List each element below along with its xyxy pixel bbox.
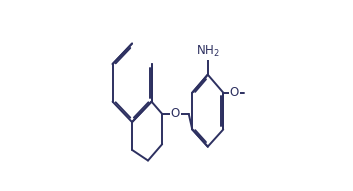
- Text: NH$_2$: NH$_2$: [196, 44, 220, 59]
- Text: O: O: [171, 107, 180, 120]
- Text: O: O: [230, 86, 239, 99]
